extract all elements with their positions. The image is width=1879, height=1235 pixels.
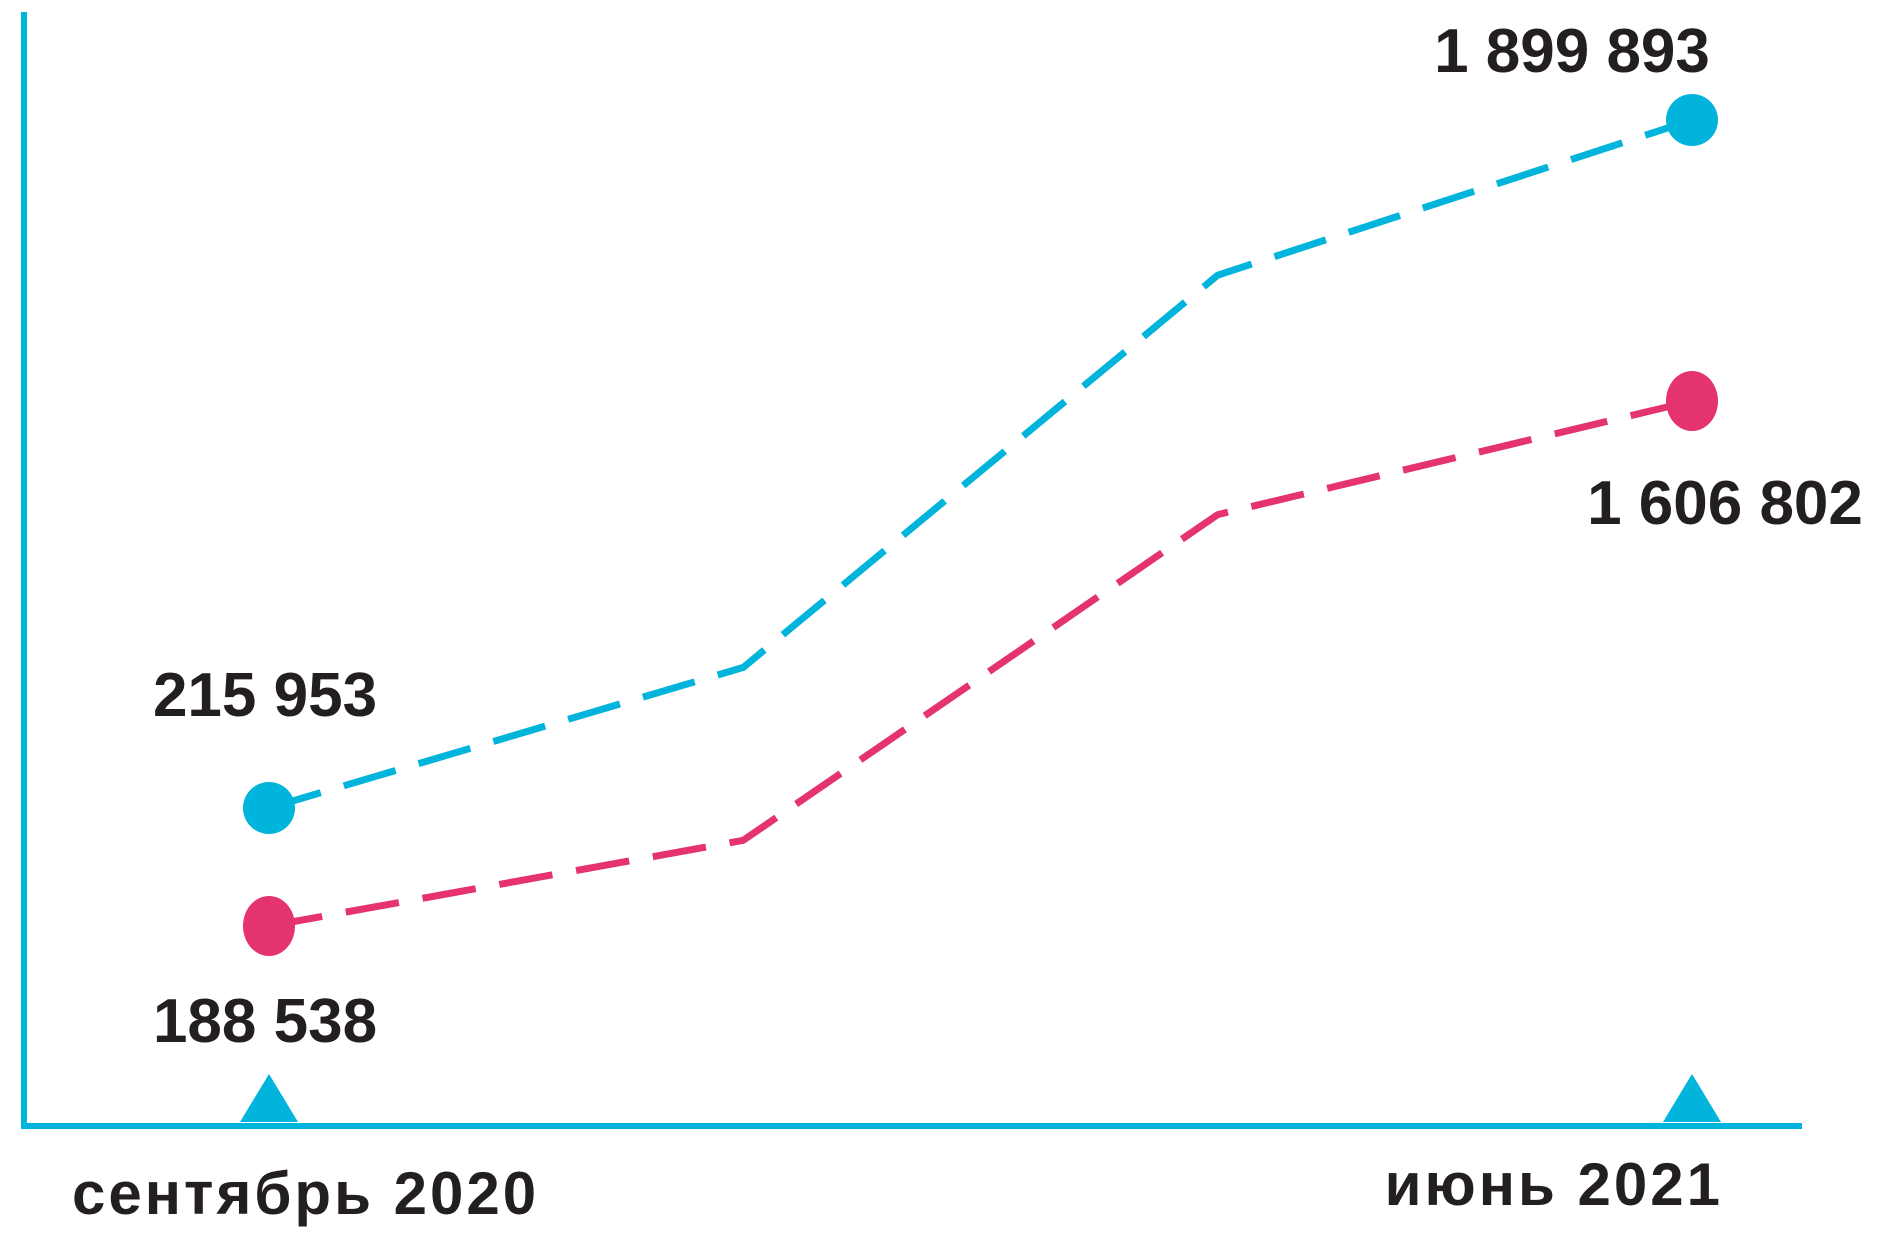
x-tick-label: июнь 2021	[1385, 1151, 1723, 1218]
x-tick-marker	[1663, 1074, 1721, 1122]
series-1-line	[268, 116, 1694, 812]
x-tick-label: сентябрь 2020	[72, 1160, 539, 1227]
series-2-data-label: 1 606 802	[1587, 469, 1863, 538]
series-2-point	[243, 896, 295, 956]
series-1-data-label: 1 899 893	[1434, 17, 1710, 86]
x-axis-ticks: сентябрь 2020 июнь 2021	[72, 1074, 1723, 1227]
series-2-point	[1666, 371, 1718, 431]
series-1-data-label: 215 953	[153, 661, 377, 730]
series-lines	[268, 116, 1694, 930]
x-tick-marker	[240, 1074, 298, 1122]
series-2-line	[268, 397, 1693, 930]
point-markers	[243, 94, 1718, 956]
series-1-point	[243, 782, 295, 834]
series-1-point	[1666, 94, 1718, 146]
data-labels: 215 953 1 899 893 188 538 1 606 802	[153, 17, 1863, 1056]
series-2-data-label: 188 538	[153, 987, 377, 1056]
